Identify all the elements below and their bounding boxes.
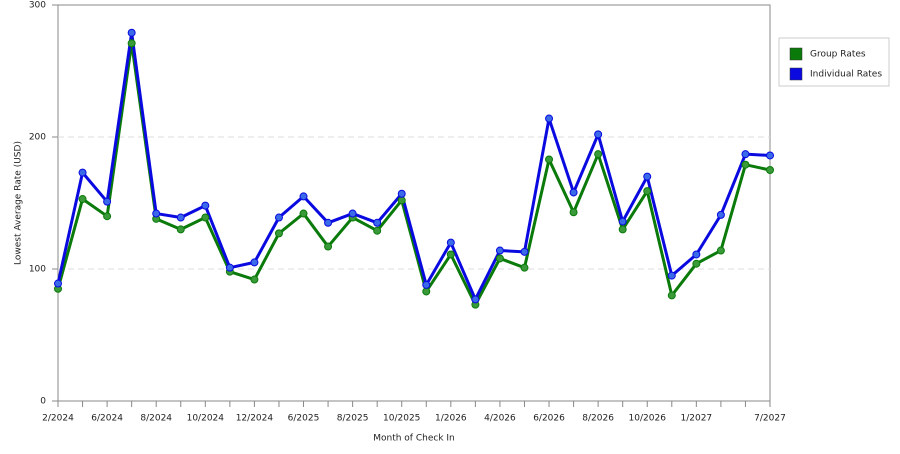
data-point xyxy=(176,213,185,222)
y-tick-label: 0 xyxy=(40,397,46,407)
data-point xyxy=(78,168,87,177)
data-point xyxy=(471,295,480,304)
legend-label: Individual Rates xyxy=(810,70,882,80)
legend-swatch xyxy=(789,47,803,61)
data-point xyxy=(127,39,136,48)
data-point xyxy=(692,259,701,268)
data-point xyxy=(274,213,283,222)
data-point xyxy=(373,218,382,227)
x-tick-label: 7/2027 xyxy=(754,414,786,424)
data-point xyxy=(373,226,382,235)
data-point xyxy=(741,160,750,169)
data-point xyxy=(766,166,774,174)
data-point xyxy=(250,275,259,284)
data-point xyxy=(569,208,578,217)
data-point xyxy=(495,246,504,255)
data-point xyxy=(545,114,554,123)
data-point xyxy=(520,247,529,256)
data-point xyxy=(667,271,676,280)
data-point xyxy=(667,291,676,300)
x-tick-label: 1/2026 xyxy=(435,414,467,424)
data-point xyxy=(324,218,333,227)
x-tick-label: 6/2026 xyxy=(533,414,565,424)
series-line xyxy=(56,31,771,301)
data-point xyxy=(545,155,554,164)
x-tick-label: 4/2026 xyxy=(484,414,516,424)
y-tick-label: 100 xyxy=(29,265,46,275)
x-tick-label: 6/2025 xyxy=(288,414,320,424)
y-tick-label: 300 xyxy=(29,1,46,11)
legend-label: Group Rates xyxy=(810,50,866,60)
data-point xyxy=(766,151,774,160)
data-point xyxy=(324,242,333,251)
legend-swatch xyxy=(789,67,803,81)
data-point xyxy=(716,210,725,219)
x-axis-title: Month of Check In xyxy=(373,434,455,444)
data-point xyxy=(78,195,87,204)
data-point xyxy=(520,263,529,272)
data-point xyxy=(103,197,112,206)
series-line xyxy=(56,41,771,307)
data-point xyxy=(397,189,406,198)
data-point xyxy=(274,229,283,238)
data-point xyxy=(495,254,504,263)
data-point xyxy=(618,225,627,234)
data-point xyxy=(422,280,431,289)
x-tick-label: 10/2024 xyxy=(187,414,225,424)
data-point xyxy=(176,225,185,234)
data-point xyxy=(594,130,603,139)
data-point xyxy=(716,246,725,255)
data-point xyxy=(348,209,357,218)
data-point xyxy=(643,187,652,196)
data-point xyxy=(397,196,406,205)
x-tick-label: 10/2026 xyxy=(629,414,667,424)
data-point xyxy=(127,28,136,37)
plot-frame xyxy=(57,4,771,402)
x-tick-label: 8/2024 xyxy=(140,414,172,424)
data-point xyxy=(741,150,750,159)
data-point xyxy=(594,150,603,159)
data-point xyxy=(692,250,701,259)
data-point xyxy=(225,263,234,272)
x-tick-label: 6/2024 xyxy=(91,414,123,424)
x-tick-label: 1/2027 xyxy=(681,414,713,424)
data-point xyxy=(152,209,161,218)
y-tick-label: 200 xyxy=(29,133,46,143)
data-point xyxy=(643,172,652,181)
x-tick-label: 2/2024 xyxy=(42,414,74,424)
data-point xyxy=(103,212,112,221)
data-point xyxy=(422,287,431,296)
data-point xyxy=(201,213,210,222)
data-point xyxy=(446,250,455,259)
data-point xyxy=(618,217,627,226)
x-tick-label: 10/2025 xyxy=(383,414,420,424)
data-point xyxy=(299,209,308,218)
data-point xyxy=(201,201,210,210)
x-tick-label: 8/2025 xyxy=(337,414,369,424)
x-tick-label: 12/2024 xyxy=(236,414,274,424)
data-point xyxy=(54,279,62,288)
x-tick-label: 8/2026 xyxy=(582,414,614,424)
y-axis-title: Lowest Average Rate (USD) xyxy=(14,141,24,265)
data-point xyxy=(299,192,308,201)
data-point xyxy=(446,238,455,247)
data-point xyxy=(569,188,578,197)
data-point xyxy=(250,258,259,267)
